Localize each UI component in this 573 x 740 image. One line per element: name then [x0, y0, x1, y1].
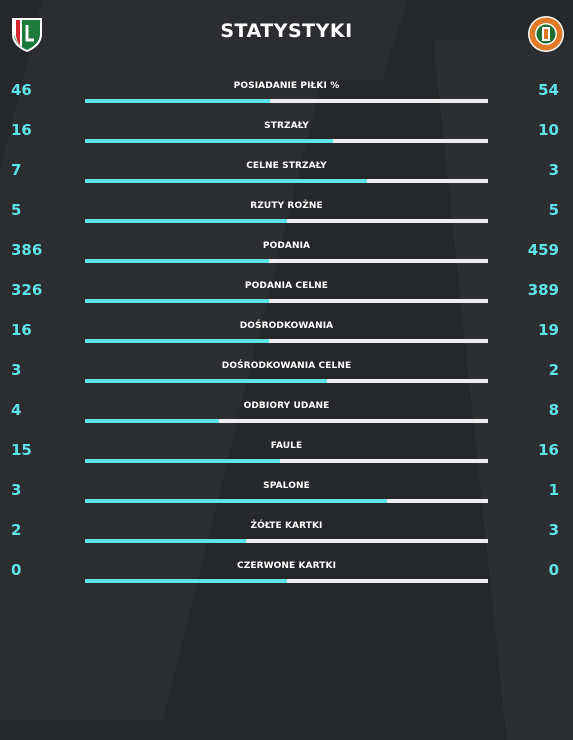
home-value: 16 — [11, 121, 32, 139]
stat-label: RZUTY ROŻNE — [250, 201, 323, 211]
away-value: 0 — [548, 561, 559, 579]
away-value: 16 — [538, 441, 559, 459]
stat-row: 15 FAULE 16 — [0, 430, 573, 470]
stat-row: 386 PODANIA 459 — [0, 230, 573, 270]
home-share-fill — [85, 539, 247, 543]
stat-bar — [85, 139, 488, 143]
stat-label: ODBIORY UDANE — [243, 401, 330, 411]
stat-label: POSIADANIE PIŁKI % — [233, 81, 340, 91]
home-value: 326 — [11, 281, 43, 299]
home-value: 5 — [11, 201, 22, 219]
stat-row: 16 DOŚRODKOWANIA 19 — [0, 310, 573, 350]
stat-bar — [85, 459, 488, 463]
stat-label: PODANIA — [262, 241, 311, 251]
home-share-fill — [85, 179, 368, 183]
away-value: 10 — [538, 121, 559, 139]
stats-header: STATYSTYKI — [0, 0, 573, 70]
stat-row: 5 RZUTY ROŻNE 5 — [0, 190, 573, 230]
away-value: 3 — [548, 521, 559, 539]
stat-label: SPALONE — [263, 481, 310, 491]
away-value: 8 — [548, 401, 559, 419]
legia-crest-icon — [12, 18, 42, 52]
home-share-fill — [85, 219, 287, 223]
home-value: 4 — [11, 401, 22, 419]
stat-bar — [85, 299, 488, 303]
away-value: 389 — [527, 281, 559, 299]
stat-bar — [85, 219, 488, 223]
away-value: 19 — [538, 321, 559, 339]
stats-list: 46 POSIADANIE PIŁKI % 54 16 STRZAŁY 10 7 CELNE … — [0, 70, 573, 590]
stat-row: 3 SPALONE 1 — [0, 470, 573, 510]
stat-bar — [85, 259, 488, 263]
home-value: 7 — [11, 161, 22, 179]
stat-label: FAULE — [270, 441, 303, 451]
stat-label: DOŚRODKOWANIA — [239, 321, 334, 331]
away-value: 3 — [548, 161, 559, 179]
home-value: 3 — [11, 361, 22, 379]
stat-row: 3 DOŚRODKOWANIA CELNE 2 — [0, 350, 573, 390]
home-share-fill — [85, 379, 327, 383]
home-value: 2 — [11, 521, 22, 539]
away-value: 459 — [527, 241, 559, 259]
stat-row: 16 STRZAŁY 10 — [0, 110, 573, 150]
zaglebie-crest-icon — [528, 16, 564, 52]
home-value: 15 — [11, 441, 32, 459]
home-share-fill — [85, 459, 281, 463]
home-share-fill — [85, 99, 271, 103]
stat-label: DOŚRODKOWANIA CELNE — [221, 361, 352, 371]
away-value: 54 — [538, 81, 559, 99]
stat-bar — [85, 339, 488, 343]
stat-bar — [85, 579, 488, 583]
away-value: 2 — [548, 361, 559, 379]
away-value: 1 — [548, 481, 559, 499]
stat-label: STRZAŁY — [264, 121, 309, 131]
page-title: STATYSTYKI — [220, 20, 353, 42]
stat-row: 326 PODANIA CELNE 389 — [0, 270, 573, 310]
home-share-fill — [85, 139, 333, 143]
home-share-fill — [85, 499, 388, 503]
home-share-fill — [85, 419, 220, 423]
stat-label: ŻÓŁTE KARTKI — [250, 521, 323, 531]
stat-row: 0 CZERWONE KARTKI 0 — [0, 550, 573, 590]
stat-bar — [85, 499, 488, 503]
stat-bar — [85, 539, 488, 543]
stat-label: CZERWONE KARTKI — [236, 561, 337, 571]
stat-row: 4 ODBIORY UDANE 8 — [0, 390, 573, 430]
home-value: 46 — [11, 81, 32, 99]
home-share-fill — [85, 299, 269, 303]
stat-row: 7 CELNE STRZAŁY 3 — [0, 150, 573, 190]
away-value: 5 — [548, 201, 559, 219]
stat-row: 2 ŻÓŁTE KARTKI 3 — [0, 510, 573, 550]
stat-bar — [85, 99, 488, 103]
stat-label: CELNE STRZAŁY — [246, 161, 327, 171]
stat-bar — [85, 379, 488, 383]
stat-label: PODANIA CELNE — [244, 281, 329, 291]
stat-bar — [85, 179, 488, 183]
home-value: 386 — [11, 241, 43, 259]
home-share-fill — [85, 579, 287, 583]
home-value: 16 — [11, 321, 32, 339]
home-value: 3 — [11, 481, 22, 499]
home-share-fill — [85, 339, 270, 343]
home-value: 0 — [11, 561, 22, 579]
stat-row: 46 POSIADANIE PIŁKI % 54 — [0, 70, 573, 110]
home-share-fill — [85, 259, 270, 263]
stat-bar — [85, 419, 488, 423]
